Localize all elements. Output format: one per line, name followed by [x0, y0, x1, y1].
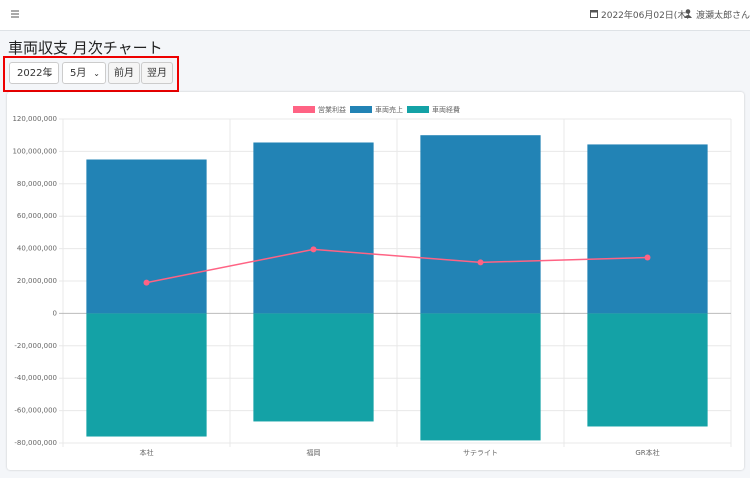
prev-button[interactable]: 前月 — [108, 62, 140, 84]
bar — [420, 313, 541, 441]
point — [644, 254, 651, 261]
legend-label: 営業利益 — [318, 105, 346, 114]
y-tick-label: 100,000,000 — [12, 147, 57, 155]
year-value: 2022年 — [17, 68, 53, 79]
bar — [587, 313, 708, 427]
legend-label: 車両経費 — [432, 105, 460, 114]
bar — [253, 313, 374, 422]
y-tick-label: 40,000,000 — [17, 245, 57, 253]
menu-icon[interactable] — [11, 10, 19, 18]
y-tick-label: 120,000,000 — [12, 115, 57, 123]
bar — [420, 135, 541, 314]
bar — [253, 142, 374, 314]
date: 2022年06月02日(木) — [601, 11, 690, 21]
y-tick-label: -80,000,000 — [14, 439, 57, 447]
line — [146, 248, 648, 284]
bar — [587, 144, 708, 314]
x-tick-label: GR本社 — [635, 448, 659, 457]
bar — [86, 159, 207, 314]
y-tick-label: 60,000,000 — [17, 212, 57, 220]
point — [310, 246, 317, 253]
x-tick-label: サテライト — [463, 449, 498, 457]
y-tick-label: 20,000,000 — [17, 277, 57, 285]
month-value: 5月 — [70, 68, 87, 79]
legend-label: 車両売上 — [375, 105, 403, 114]
y-tick-label: -60,000,000 — [14, 407, 57, 415]
month-select[interactable]: 5月 ⌄ — [62, 62, 106, 84]
x-tick-label: 本社 — [140, 448, 154, 457]
user-icon — [684, 9, 692, 18]
highlight-box — [3, 56, 179, 92]
point — [477, 259, 484, 266]
x-tick-label: 福岡 — [307, 448, 321, 457]
top-bar: 2022年06月02日(木) 渡瀬太郎さん — [0, 0, 750, 31]
next-button[interactable]: 翌月 — [141, 62, 173, 84]
point — [143, 279, 150, 286]
y-tick-label: 0 — [53, 309, 57, 317]
page-title: 車両収支 月次チャート — [8, 39, 163, 57]
user-name[interactable]: 渡瀬太郎さん — [696, 11, 750, 21]
legend-swatch — [293, 106, 315, 113]
y-tick-label: -40,000,000 — [14, 374, 57, 382]
y-tick-label: -20,000,000 — [14, 342, 57, 350]
legend-swatch — [350, 106, 372, 113]
bar — [86, 313, 207, 437]
y-tick-label: 80,000,000 — [17, 180, 57, 188]
legend-swatch — [407, 106, 429, 113]
year-select[interactable]: 2022年 ⌄ — [9, 62, 59, 84]
calendar-icon — [590, 10, 598, 18]
